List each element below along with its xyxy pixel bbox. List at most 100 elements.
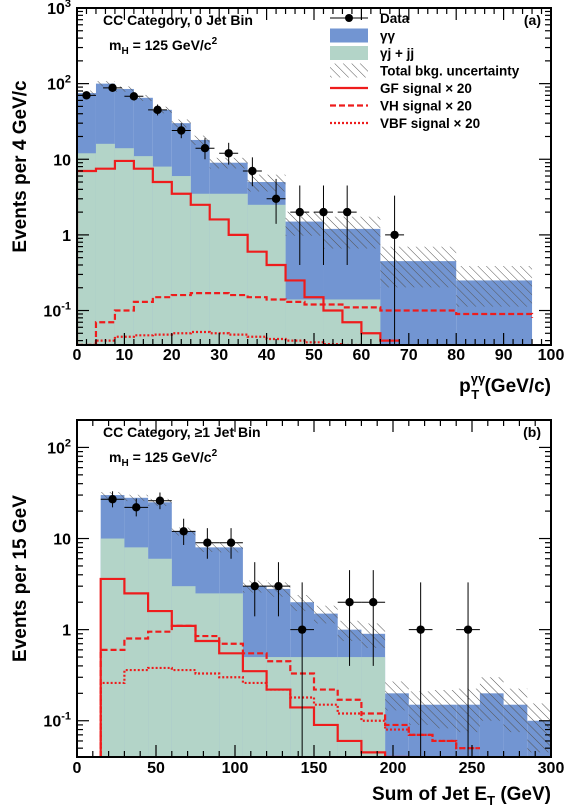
mass-label-val: = 125 GeV/c	[129, 449, 212, 465]
uncertainty-band	[432, 690, 457, 729]
data-point	[416, 625, 425, 634]
y-tick-label: 1	[62, 623, 71, 640]
gj-bar	[195, 593, 220, 757]
x-axis-title-sub: T	[487, 793, 495, 808]
y-tick-label: 102	[47, 74, 71, 94]
x-tick-label: 30	[210, 347, 228, 364]
legend-data-label: Data	[380, 11, 410, 26]
gj-bar	[209, 193, 248, 345]
plot-area	[99, 491, 551, 757]
uncertainty-band	[133, 94, 153, 101]
x-axis-title-sub: T	[471, 387, 479, 402]
x-tick-label: 100	[538, 347, 565, 364]
y-axis-title: Events per 15 GeV	[10, 495, 31, 662]
legend-vbf-label: VBF signal × 20	[380, 116, 480, 131]
data-point	[108, 83, 117, 93]
data-point	[248, 166, 257, 176]
data-point	[295, 207, 304, 217]
legend-gj-label: γj + jj	[380, 46, 414, 61]
y-tick-mantissa: 10	[47, 77, 65, 94]
legend-gf-label: GF signal × 20	[380, 81, 472, 96]
data-point	[132, 503, 141, 512]
x-tick-label: 50	[147, 760, 165, 777]
x-axis-title-sup: γγ	[471, 371, 486, 386]
panel-label: (b)	[523, 424, 541, 440]
gj-bar	[77, 153, 96, 345]
uncertainty-band	[527, 703, 551, 753]
uncertainty-band	[285, 211, 324, 236]
gj-bar	[100, 538, 125, 757]
y-tick-exponent: -1	[61, 711, 71, 723]
uncertainty-band	[323, 216, 381, 249]
gj-bar	[247, 204, 286, 345]
y-tick-exponent: -1	[61, 301, 71, 313]
plot-area	[77, 81, 534, 345]
legend-gg-label: γγ	[380, 29, 396, 44]
legend-unc-label: Total bkg. uncertainty	[380, 64, 520, 79]
mass-label-val: = 125 GeV/c	[129, 37, 212, 53]
gj-bar	[171, 176, 191, 345]
panel-a: 0 10 20 30 40 50 60 70 80 90 10010-1110102103Event…	[10, 0, 564, 402]
data-point	[319, 207, 328, 217]
data-point	[155, 496, 165, 505]
data-point	[342, 207, 352, 217]
x-axis-title: pγγ T (GeV/c)	[459, 371, 551, 402]
y-tick-exponent: 2	[65, 74, 71, 86]
y-axis-title: Events per 4 GeV/c	[10, 80, 31, 253]
y-tick-mantissa: 10	[43, 304, 61, 321]
y-tick-label: 103	[47, 0, 71, 18]
data-point	[108, 495, 117, 504]
gj-bar	[266, 657, 291, 757]
data-point	[226, 538, 236, 547]
uncertainty-band	[479, 677, 504, 721]
y-tick-label: 10	[53, 152, 71, 169]
data-point	[82, 91, 91, 100]
x-tick-label: 200	[380, 760, 407, 777]
data-point	[250, 581, 259, 591]
gj-bar	[148, 558, 172, 757]
uncertainty-band	[503, 688, 528, 733]
data-point	[463, 625, 473, 634]
vbf-signal-line	[99, 666, 480, 757]
y-tick-label: 10-1	[43, 711, 71, 731]
x-tick-label: 10	[116, 347, 134, 364]
legend-gg-swatch	[330, 28, 368, 43]
gf-signal-line	[77, 159, 400, 345]
mass-label-m: m	[109, 37, 121, 53]
vh-signal-line	[77, 291, 534, 345]
uncertainty-band	[124, 494, 149, 502]
data-point	[200, 144, 210, 153]
gj-bar	[95, 143, 115, 345]
panel-label: (a)	[524, 12, 541, 28]
x-tick-label: 250	[459, 760, 486, 777]
x-tick-label: 40	[258, 347, 276, 364]
uncertainty-band	[314, 605, 338, 624]
category-label: CC Category, 0 Jet Bin	[103, 12, 253, 28]
mass-label-sub: H	[121, 458, 128, 469]
y-tick-mantissa: 10	[47, 440, 65, 457]
x-tick-label: 300	[538, 760, 565, 777]
x-tick-label: 80	[447, 347, 465, 364]
y-tick-label: 102	[47, 437, 71, 457]
mass-label-m: m	[109, 449, 121, 465]
gj-bar	[190, 193, 210, 345]
data-point	[390, 230, 399, 240]
data-point	[177, 126, 186, 135]
x-axis-title-main: Sum of Jet E	[372, 784, 487, 805]
category-label: CC Category, ≥1 Jet Bin	[103, 424, 261, 440]
x-axis-title-main: p	[459, 376, 471, 397]
data-point	[203, 538, 212, 547]
x-axis-title-unit: (GeV)	[495, 784, 551, 805]
gj-bar	[285, 299, 324, 345]
gj-bar	[152, 166, 172, 345]
data-point	[369, 598, 378, 607]
legend-gj-swatch	[330, 46, 368, 60]
x-tick-label: 150	[301, 760, 328, 777]
gj-bar	[314, 657, 338, 757]
x-tick-label: 0	[73, 760, 82, 777]
x-axis-title: Sum of Jet ET (GeV)	[372, 784, 551, 808]
gj-bar	[219, 593, 243, 757]
mass-label-sup: 2	[212, 36, 218, 47]
mass-label: mH = 125 GeV/c2	[109, 36, 218, 57]
